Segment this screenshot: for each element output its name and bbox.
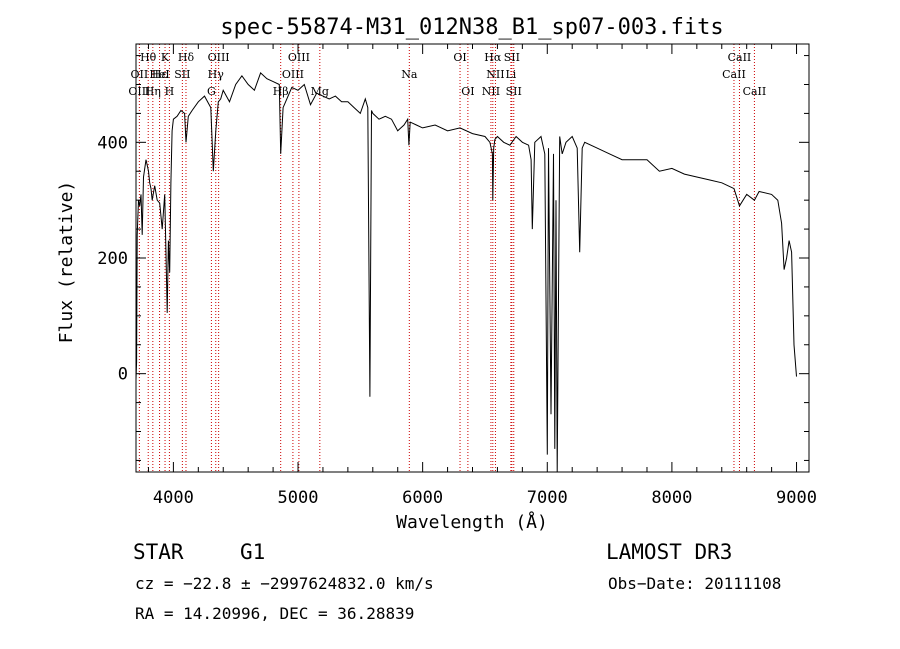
spectral-line-label: H xyxy=(165,85,175,98)
spectral-line-label: OI xyxy=(453,51,466,64)
y-tick-label: 200 xyxy=(97,249,128,269)
redshift-text: cz = −22.8 ± −2997624832.0 km/s xyxy=(135,574,434,593)
spectral-line-label: OIII xyxy=(208,51,230,64)
spectral-line-label: OIII xyxy=(282,68,304,81)
x-tick-label: 9000 xyxy=(776,488,817,508)
x-axis: 4000 5000 6000 7000 8000 9000 xyxy=(147,44,817,508)
spectral-line-label: OII xyxy=(131,68,149,81)
spectral-line-label: CaII xyxy=(722,68,746,81)
x-tick-label: 5000 xyxy=(278,488,319,508)
x-tick-label: 7000 xyxy=(527,488,568,508)
y-axis: 0 200 400 xyxy=(97,55,809,461)
spectral-line-label: SII xyxy=(504,51,520,64)
spectral-line-label: OIII xyxy=(128,85,150,98)
spectral-line-label: HeI xyxy=(149,68,169,81)
object-class: STAR xyxy=(133,540,184,564)
chart-title: spec-55874-M31_012N38_B1_sp07-003.fits xyxy=(220,15,723,40)
spectrum-line xyxy=(136,72,797,472)
spectral-line-label: OI xyxy=(461,85,474,98)
object-subclass: G1 xyxy=(240,540,266,564)
spectral-line-label: G xyxy=(207,85,216,98)
spectral-line-label: Li xyxy=(505,68,516,81)
spectral-line-label: Hδ xyxy=(178,51,195,64)
spectral-line-label: Mg xyxy=(311,85,329,98)
survey-name: LAMOST DR3 xyxy=(606,540,733,564)
spectral-line-label: SII xyxy=(506,85,522,98)
spectral-line-label: Hη xyxy=(145,85,161,98)
spectral-line-label: Hγ xyxy=(208,68,225,81)
spectral-line-label: CaII xyxy=(728,51,752,64)
spectral-line-label: Hε xyxy=(152,68,168,81)
x-tick-label: 4000 xyxy=(153,488,194,508)
spectral-line-label: Na xyxy=(401,68,418,81)
spectral-line-label: Hα xyxy=(484,51,502,64)
x-axis-label: Wavelength (Å) xyxy=(396,511,548,533)
obs-date-text: Obs−Date: 20111108 xyxy=(608,574,782,593)
spectral-line-label: CaII xyxy=(743,85,767,98)
y-tick-label: 400 xyxy=(97,133,128,153)
x-tick-label: 8000 xyxy=(651,488,692,508)
spectral-line-label: NII xyxy=(486,68,504,81)
coordinates-text: RA = 14.20996, DEC = 36.28839 xyxy=(135,604,415,623)
spectral-line-label: Hθ xyxy=(140,51,157,64)
y-axis-label: Flux (relative) xyxy=(56,181,77,344)
x-tick-label: 6000 xyxy=(402,488,443,508)
plot-frame xyxy=(135,43,810,473)
spectral-line-markers xyxy=(138,44,755,472)
spectral-line-label: K xyxy=(161,51,170,64)
spectral-line-label: Hβ xyxy=(273,85,289,98)
spectrum-series xyxy=(136,72,797,472)
spectral-line-label: OIII xyxy=(288,51,310,64)
spectral-line-label: NII xyxy=(482,85,500,98)
y-tick-label: 0 xyxy=(118,365,128,385)
spectral-line-label: SII xyxy=(174,68,190,81)
